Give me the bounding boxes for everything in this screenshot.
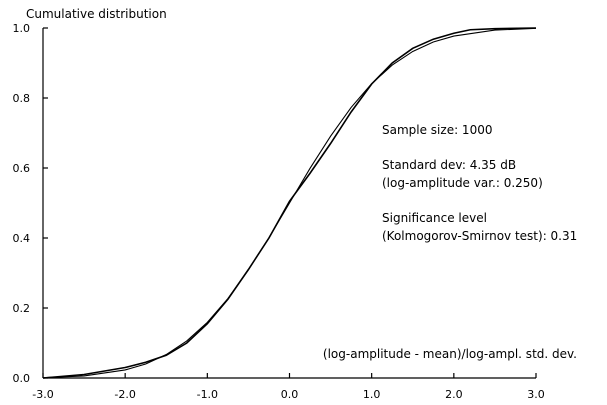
y-ticks: 0.0 0.2 0.4 0.6 0.8 1.0 [13, 22, 48, 385]
x-tick-label: -2.0 [114, 388, 135, 401]
y-tick-label: 0.2 [13, 302, 31, 315]
x-tick-label: 2.0 [445, 388, 463, 401]
y-tick-label: 0.4 [13, 232, 31, 245]
annotation-standard-dev: Standard dev: 4.35 dB [382, 158, 516, 172]
y-tick-label: 0.8 [13, 92, 31, 105]
annotation-significance-level: Significance level [382, 211, 487, 225]
x-tick-label: 1.0 [363, 388, 381, 401]
x-tick-label: 3.0 [527, 388, 545, 401]
y-tick-label: 0.6 [13, 162, 31, 175]
annotation-sample-size: Sample size: 1000 [382, 123, 492, 137]
series-layer [42, 27, 537, 379]
series-line-1 [42, 27, 537, 379]
annotation-log-amplitude-var: (log-amplitude var.: 0.250) [382, 176, 543, 190]
chart-title: Cumulative distribution [26, 7, 167, 21]
x-ticks: -3.0 -2.0 -1.0 0.0 1.0 2.0 3.0 [32, 373, 545, 401]
annotation-ks-test: (Kolmogorov-Smirnov test): 0.31 [382, 229, 577, 243]
y-tick-label: 0.0 [13, 372, 31, 385]
x-tick-label: 0.0 [281, 388, 299, 401]
x-tick-label: -1.0 [197, 388, 218, 401]
x-tick-label: -3.0 [32, 388, 53, 401]
x-axis-label: (log-amplitude - mean)/log-ampl. std. de… [323, 347, 577, 361]
y-tick-label: 1.0 [13, 22, 31, 35]
series-line-2 [42, 27, 537, 379]
